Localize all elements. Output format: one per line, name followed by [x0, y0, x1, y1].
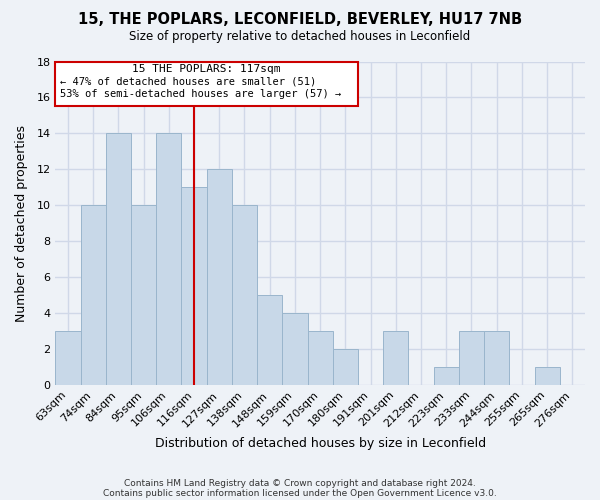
Text: ← 47% of detached houses are smaller (51): ← 47% of detached houses are smaller (51… — [61, 77, 317, 87]
Text: Contains public sector information licensed under the Open Government Licence v3: Contains public sector information licen… — [103, 488, 497, 498]
Bar — [206, 170, 232, 385]
Bar — [283, 313, 308, 385]
Bar — [535, 367, 560, 385]
Bar — [80, 205, 106, 385]
Bar — [131, 205, 156, 385]
Text: Contains HM Land Registry data © Crown copyright and database right 2024.: Contains HM Land Registry data © Crown c… — [124, 478, 476, 488]
Bar — [383, 331, 409, 385]
Text: Size of property relative to detached houses in Leconfield: Size of property relative to detached ho… — [130, 30, 470, 43]
Bar — [181, 187, 206, 385]
X-axis label: Distribution of detached houses by size in Leconfield: Distribution of detached houses by size … — [155, 437, 486, 450]
Text: 53% of semi-detached houses are larger (57) →: 53% of semi-detached houses are larger (… — [61, 90, 341, 100]
Bar — [55, 331, 80, 385]
Bar — [484, 331, 509, 385]
Text: 15, THE POPLARS, LECONFIELD, BEVERLEY, HU17 7NB: 15, THE POPLARS, LECONFIELD, BEVERLEY, H… — [78, 12, 522, 28]
Bar — [232, 205, 257, 385]
Bar — [308, 331, 333, 385]
Bar — [106, 134, 131, 385]
Bar — [459, 331, 484, 385]
Bar — [257, 295, 283, 385]
Bar — [333, 349, 358, 385]
Bar — [156, 134, 181, 385]
Y-axis label: Number of detached properties: Number of detached properties — [15, 124, 28, 322]
FancyBboxPatch shape — [55, 62, 358, 106]
Text: 15 THE POPLARS: 117sqm: 15 THE POPLARS: 117sqm — [133, 64, 281, 74]
Bar — [434, 367, 459, 385]
